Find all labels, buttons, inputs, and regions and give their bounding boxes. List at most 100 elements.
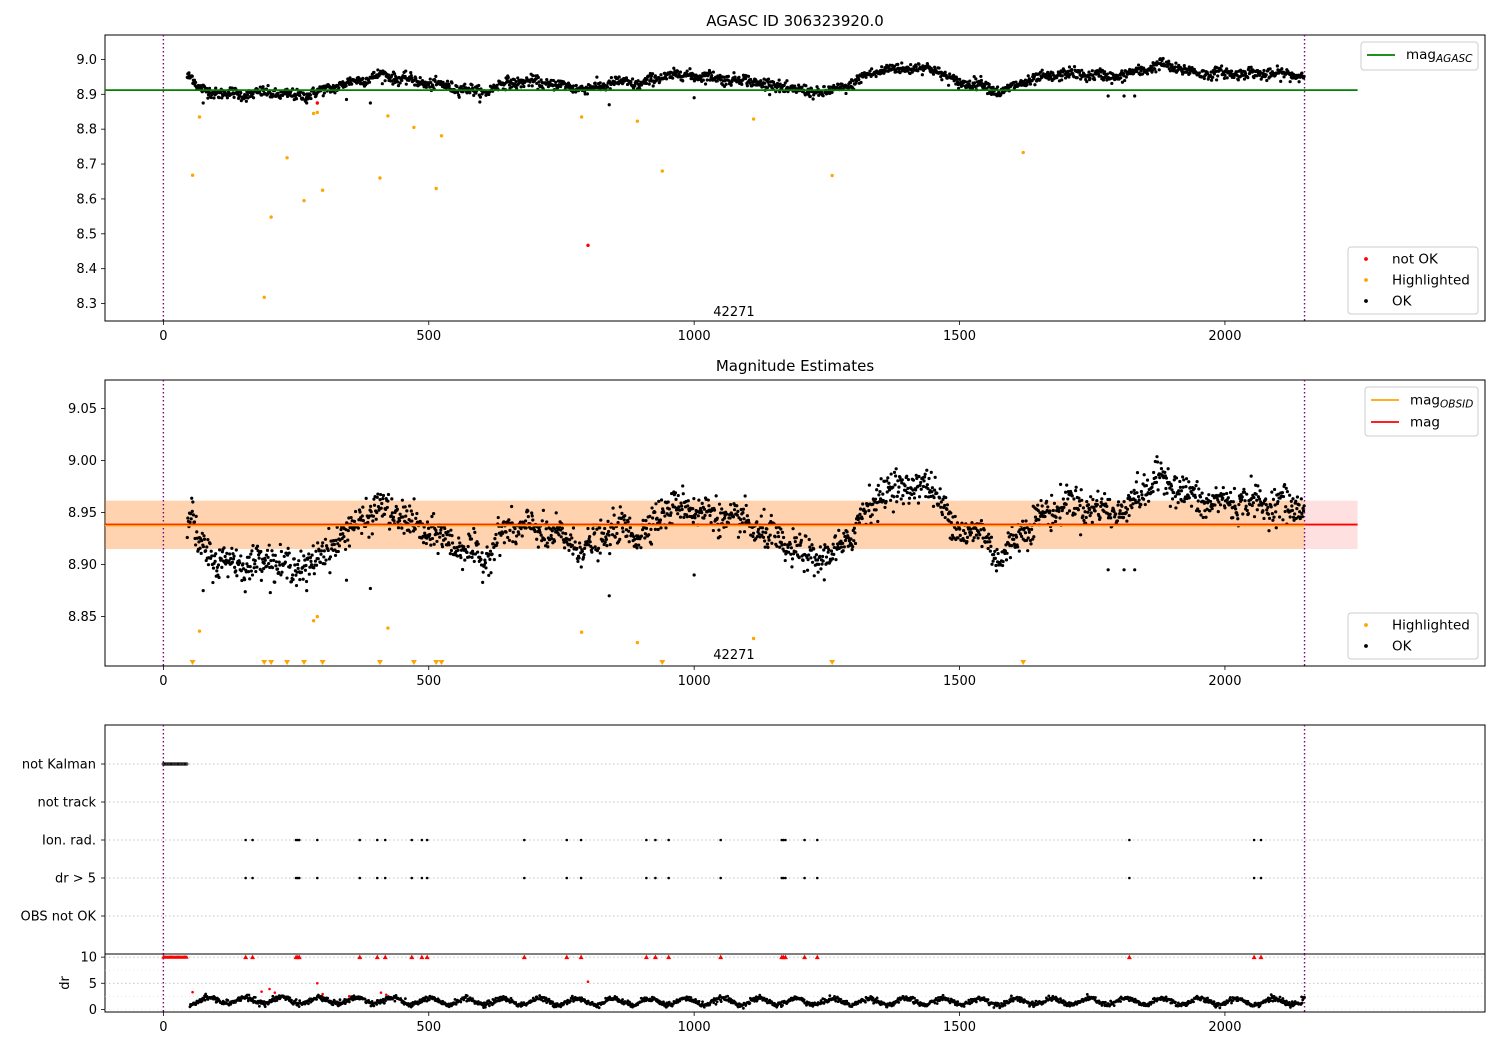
ok-point — [1255, 508, 1259, 512]
ok-point — [1194, 484, 1198, 488]
ok-point — [986, 546, 990, 551]
ok-point — [612, 526, 616, 530]
ok-point — [246, 570, 251, 574]
ok-point — [720, 507, 724, 511]
ok-point — [562, 546, 567, 550]
ok-point — [717, 528, 721, 532]
ok-point — [402, 531, 406, 535]
ok-point — [485, 545, 489, 549]
ok-point — [1275, 64, 1279, 68]
ok-point — [1221, 496, 1225, 500]
ok-point — [1037, 518, 1041, 522]
clipped-highlight-marker — [433, 660, 440, 665]
ok-point — [719, 511, 723, 515]
ok-point — [898, 71, 902, 75]
ok-point — [571, 552, 575, 556]
ok-point — [348, 76, 352, 80]
ok-point — [1192, 486, 1196, 491]
ok-point — [810, 560, 815, 564]
ok-point — [1065, 483, 1069, 487]
ok-point — [685, 69, 689, 73]
ok-point — [1174, 506, 1178, 510]
ok-point — [346, 528, 350, 533]
dr-point — [247, 993, 251, 997]
ok-point — [229, 556, 233, 561]
ok-point — [1021, 519, 1025, 523]
ok-point — [479, 557, 483, 562]
ok-point — [478, 95, 483, 99]
ok-point — [574, 83, 578, 88]
ok-point — [649, 527, 653, 531]
ok-point — [1264, 73, 1268, 77]
ok-point — [979, 518, 984, 523]
ok-point — [742, 530, 747, 534]
ok-point — [691, 507, 695, 511]
ok-point — [607, 594, 611, 598]
ok-point — [867, 483, 872, 487]
ok-point — [987, 532, 991, 536]
ok-point — [894, 70, 898, 74]
ok-point — [1095, 503, 1099, 507]
ok-point — [1079, 77, 1083, 81]
highlighted-point — [751, 117, 756, 121]
ok-point — [1250, 503, 1254, 508]
ok-point — [398, 81, 402, 85]
ok-point — [361, 505, 365, 509]
ok-point — [457, 95, 461, 99]
ok-point — [740, 82, 744, 86]
ok-point — [239, 99, 243, 103]
ok-point — [672, 66, 676, 70]
y-tick-label: 8.8 — [76, 123, 97, 138]
ok-point — [430, 536, 435, 541]
dr-gt5-point — [420, 876, 424, 880]
ok-point — [821, 559, 825, 563]
ok-point — [450, 81, 454, 85]
dr-point — [288, 996, 292, 1000]
ok-point — [1182, 478, 1186, 482]
ok-point — [987, 82, 991, 87]
ok-point — [1223, 73, 1227, 77]
ok-point — [435, 532, 440, 536]
ok-point — [755, 520, 759, 524]
ok-point — [307, 572, 311, 576]
ok-point — [545, 520, 549, 524]
ok-point — [304, 579, 309, 584]
ok-point — [302, 554, 306, 558]
ok-point — [457, 536, 461, 540]
ok-point — [1210, 507, 1214, 511]
ok-point — [366, 520, 370, 525]
ok-point — [1080, 498, 1084, 502]
dr-gt5-point — [1252, 876, 1256, 880]
ok-point — [703, 82, 708, 86]
ok-point — [392, 72, 397, 76]
clipped-highlight-marker — [829, 660, 836, 665]
ok-point — [1053, 519, 1058, 524]
ok-point — [404, 82, 408, 86]
ok-point — [364, 496, 368, 500]
ok-point — [593, 545, 597, 549]
ok-point — [911, 478, 916, 482]
ok-point — [605, 85, 610, 89]
ok-point — [823, 543, 827, 547]
ok-point — [702, 516, 706, 520]
ok-point — [874, 74, 878, 79]
ok-point — [1283, 483, 1287, 487]
ok-point — [412, 497, 416, 501]
ok-point — [783, 81, 787, 85]
ok-point — [760, 526, 765, 530]
ok-point — [1211, 75, 1215, 79]
ok-point — [1093, 509, 1097, 513]
ok-point — [783, 558, 787, 563]
ok-point — [498, 553, 502, 558]
ok-point — [989, 544, 993, 549]
dr-gt5-point — [667, 876, 670, 880]
ok-point — [438, 531, 442, 535]
ion-rad-point — [383, 838, 387, 842]
ok-point — [1096, 72, 1101, 76]
ok-point — [940, 512, 945, 517]
ok-point — [842, 545, 846, 549]
ok-point — [912, 496, 917, 500]
ok-point — [693, 516, 697, 520]
ok-point — [1026, 74, 1030, 78]
ok-point — [649, 542, 654, 546]
